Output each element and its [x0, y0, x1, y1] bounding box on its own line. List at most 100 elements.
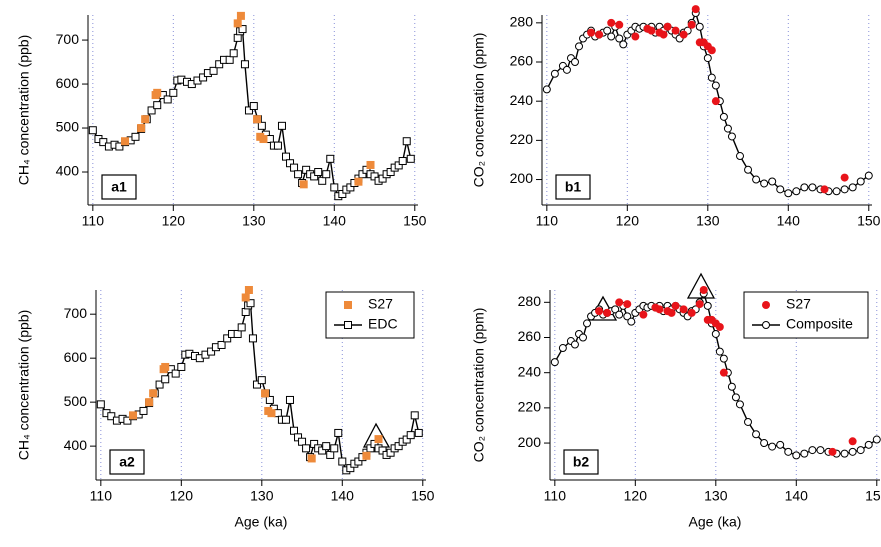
data-point	[647, 26, 656, 35]
data-point	[398, 157, 407, 166]
data-point	[760, 439, 769, 448]
data-point	[550, 358, 559, 367]
y-tick-label: 200	[510, 170, 534, 186]
legend-marker	[344, 321, 352, 329]
data-point	[715, 347, 724, 356]
data-point	[96, 400, 105, 409]
data-point	[257, 376, 266, 385]
data-point	[310, 172, 319, 181]
data-point	[768, 442, 777, 451]
data-point	[370, 172, 379, 181]
data-point	[768, 177, 777, 186]
panel: 110 120 130 140 150 400 500 600 700 CH₄ concentra…	[16, 11, 427, 229]
data-point	[318, 176, 327, 185]
data-point	[695, 300, 704, 309]
data-point	[259, 135, 268, 144]
data-point	[410, 411, 419, 420]
data-point	[727, 132, 736, 141]
data-point	[611, 305, 620, 314]
data-point	[131, 132, 140, 141]
data-point	[800, 183, 809, 192]
data-point	[579, 333, 587, 342]
data-point	[623, 312, 632, 321]
legend-box	[325, 291, 415, 339]
data-point	[607, 32, 616, 41]
data-point	[699, 286, 708, 294]
x-tick-label: 130	[250, 488, 274, 504]
data-point	[177, 362, 186, 371]
y-axis-label: CO₂ concentration (ppm)	[471, 308, 487, 463]
y-tick-label: 600	[64, 349, 88, 365]
data-point	[856, 446, 865, 455]
data-point	[236, 11, 245, 20]
data-point	[386, 448, 395, 457]
data-point	[237, 323, 246, 332]
data-point	[792, 451, 801, 460]
data-point	[639, 310, 648, 319]
x-tick-label: 130	[696, 213, 720, 229]
data-point	[703, 54, 712, 63]
data-point	[273, 141, 282, 150]
data-point	[366, 160, 375, 169]
x-tick-label: 150	[411, 488, 435, 504]
y-tick-label: 280	[510, 14, 534, 30]
data-point	[603, 308, 612, 317]
y-axis-label: CH₄ concentration (ppb)	[16, 310, 32, 460]
data-point	[366, 444, 375, 453]
data-point	[711, 97, 720, 106]
data-point	[752, 430, 761, 439]
data-point	[286, 159, 295, 168]
data-point	[735, 400, 744, 409]
data-point	[659, 30, 668, 39]
data-point	[244, 286, 253, 294]
data-point	[550, 69, 559, 78]
data-point	[147, 106, 156, 115]
data-point	[141, 115, 150, 124]
legend-box	[743, 291, 869, 339]
data-point	[246, 299, 255, 308]
data-point	[711, 329, 720, 338]
data-point	[285, 395, 294, 404]
y-tick-label: 700	[64, 305, 88, 321]
x-tick-label: 110	[536, 213, 559, 229]
data-point	[727, 382, 736, 391]
legend-marker	[762, 301, 770, 309]
data-point	[302, 444, 311, 453]
panel-label-box	[101, 174, 137, 200]
data-point	[615, 298, 624, 307]
panel-label-box	[563, 449, 599, 475]
data-point	[209, 66, 218, 75]
data-point	[731, 393, 740, 402]
data-point	[848, 437, 857, 446]
data-point	[249, 102, 258, 111]
legend-marker	[344, 301, 352, 309]
data-point	[252, 380, 261, 389]
data-point	[394, 161, 403, 170]
data-point	[691, 5, 700, 14]
y-axis-label: CH₄ concentration (ppb)	[16, 35, 32, 185]
y-tick-label: 260	[510, 53, 534, 69]
data-point	[326, 154, 335, 163]
panel-label: a1	[111, 179, 127, 195]
data-point	[362, 451, 371, 460]
data-point	[723, 124, 732, 133]
data-point	[719, 354, 728, 363]
data-point	[864, 440, 873, 449]
data-point	[679, 30, 688, 39]
y-tick-label: 400	[64, 437, 88, 453]
data-point	[603, 26, 612, 35]
data-point	[217, 340, 226, 349]
legend-label: EDC	[368, 316, 398, 332]
data-point	[244, 106, 253, 115]
data-point	[261, 389, 270, 398]
y-tick-label: 200	[518, 434, 542, 450]
data-point	[153, 88, 162, 97]
data-point	[558, 344, 567, 353]
data-point	[711, 81, 720, 90]
data-point	[752, 175, 761, 184]
panel: 110 120 130 140 150 200 220 240 260 280 CO₂ concen…	[471, 286, 881, 530]
data-point	[575, 42, 584, 51]
x-tick-label: 150	[403, 213, 427, 229]
y-tick-label: 500	[56, 119, 80, 135]
data-point	[139, 406, 148, 415]
